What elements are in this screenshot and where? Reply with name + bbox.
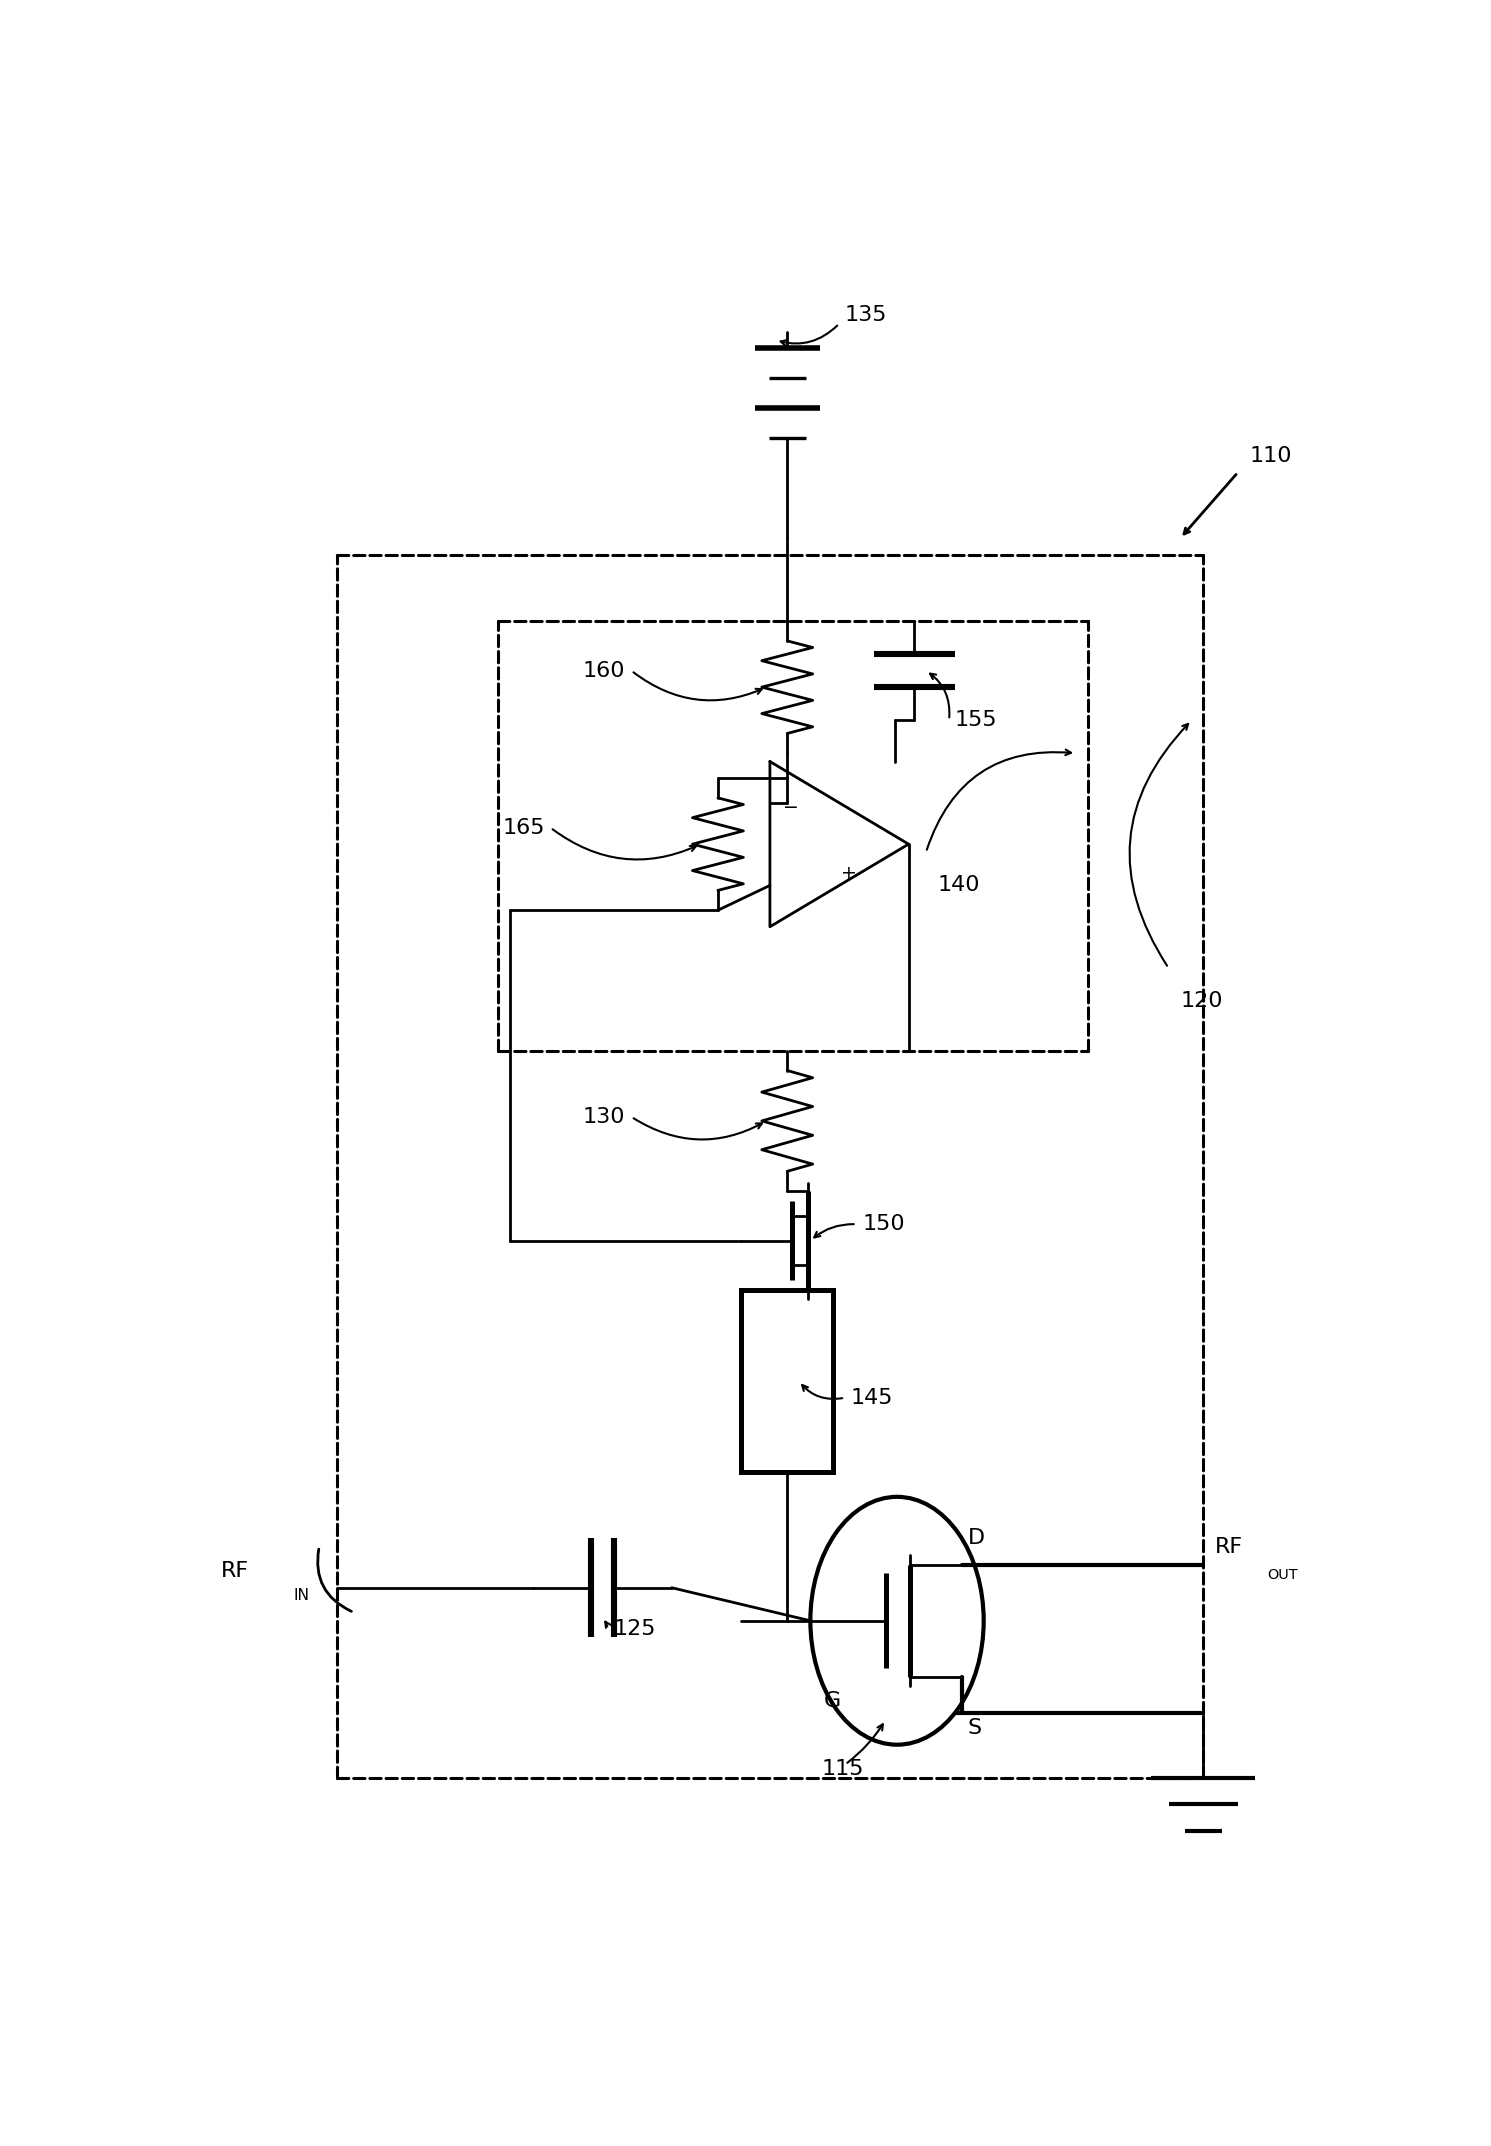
Bar <box>741 1290 833 1472</box>
Text: RF: RF <box>1215 1537 1243 1556</box>
Text: G: G <box>823 1691 841 1710</box>
Text: −: − <box>783 798 799 818</box>
Text: S: S <box>968 1717 983 1738</box>
Text: +: + <box>841 865 856 884</box>
Text: IN: IN <box>294 1588 310 1603</box>
Text: 115: 115 <box>822 1760 865 1779</box>
Text: 125: 125 <box>614 1618 656 1640</box>
Text: 155: 155 <box>954 710 997 730</box>
Text: 130: 130 <box>583 1107 626 1127</box>
Text: RF: RF <box>221 1560 249 1582</box>
Text: 145: 145 <box>851 1388 893 1408</box>
Text: 150: 150 <box>862 1215 905 1234</box>
Text: 135: 135 <box>845 305 887 326</box>
Text: 140: 140 <box>938 876 980 895</box>
Text: 160: 160 <box>583 661 626 680</box>
Text: 165: 165 <box>502 818 544 837</box>
Text: D: D <box>968 1528 986 1549</box>
Text: 110: 110 <box>1249 446 1293 466</box>
Text: OUT: OUT <box>1267 1567 1297 1582</box>
Text: 120: 120 <box>1181 991 1223 1011</box>
